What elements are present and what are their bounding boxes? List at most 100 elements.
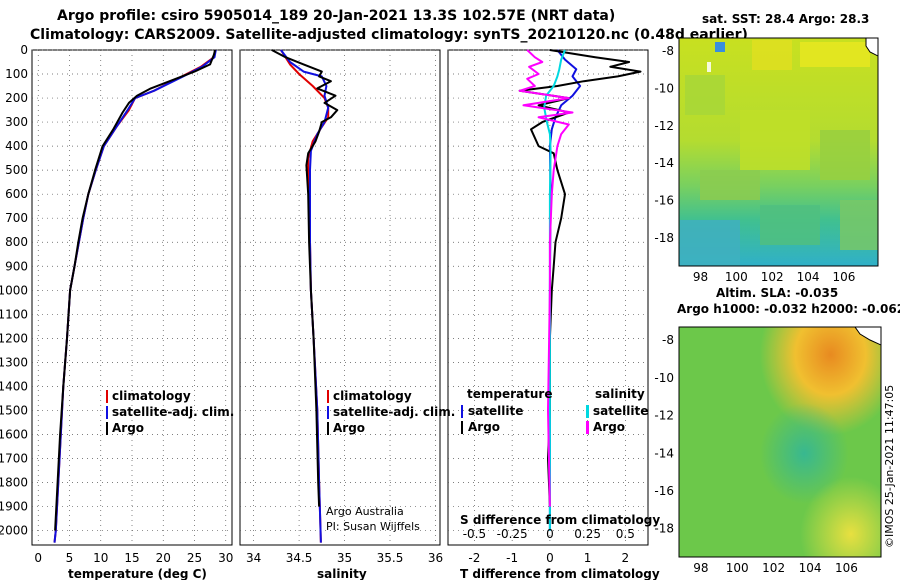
legend-swatch-s-argo — [586, 421, 589, 434]
temperature-axis-label: temperature (deg C) — [68, 567, 207, 580]
map-lon-label: 100 — [726, 561, 749, 575]
sst-map-frame — [678, 37, 879, 267]
sst-patch — [840, 200, 878, 250]
map-lon-label: 106 — [835, 561, 858, 575]
legend-swatch-satellite — [106, 406, 108, 419]
legend-label-satellite: satellite-adj. clim. — [112, 405, 234, 419]
s-difference-tick-label: 0.25 — [574, 527, 601, 541]
legend-swatch-climatology — [106, 390, 108, 403]
salinity-legend: climatology satellite-adj. clim. Argo Ar… — [326, 389, 455, 533]
map-lat-label: -18 — [654, 522, 674, 536]
series-line-argo — [54, 49, 217, 531]
series-line-argo — [271, 49, 339, 507]
map-lon-label: 98 — [693, 270, 708, 284]
sst-field-patches — [680, 40, 878, 266]
depth-tick-label: 100 — [5, 67, 28, 81]
map-lat-label: -18 — [654, 231, 674, 245]
sla-map-title: Altim. SLA: -0.035 — [716, 286, 838, 300]
depth-tick-label: 700 — [5, 211, 28, 225]
legend-swatch-climatology — [327, 390, 329, 403]
map-lat-label: -14 — [654, 156, 674, 170]
map-lat-label: -10 — [654, 371, 674, 385]
x-tick-label: 0 — [34, 551, 42, 565]
sla-map — [679, 327, 881, 557]
depth-tick-label: 1900 — [0, 500, 28, 514]
x-tick-label: 15 — [124, 551, 139, 565]
legend-label-climatology: climatology — [333, 389, 412, 403]
x-tick-label: 34 — [246, 551, 261, 565]
x-tick-label: 36 — [428, 551, 443, 565]
x-tick-label: 10 — [93, 551, 108, 565]
depth-tick-label: 1600 — [0, 427, 28, 441]
sst-patch — [707, 62, 711, 72]
legend-title-salinity: salinity — [595, 387, 645, 401]
x-tick-label: 2 — [622, 551, 630, 565]
depth-tick-label: 500 — [5, 163, 28, 177]
depth-tick-label: 800 — [5, 235, 28, 249]
depth-tick-label: 400 — [5, 139, 28, 153]
salinity-axis-label: salinity — [317, 567, 367, 580]
depth-tick-label: 0 — [20, 43, 28, 57]
sst-patch — [752, 40, 792, 70]
credit-pi: PI: Susan Wijffels — [326, 520, 420, 533]
x-tick-label: 5 — [66, 551, 74, 565]
s-difference-axis-label: S difference from climatology — [460, 513, 660, 527]
x-tick-label: 20 — [156, 551, 171, 565]
legend-label-climatology: climatology — [112, 389, 191, 403]
legend-label-t-satellite: satellite — [468, 404, 523, 418]
map-lon-label: 104 — [799, 561, 822, 575]
map-lon-label: 104 — [797, 270, 820, 284]
x-tick-label: 35 — [337, 551, 352, 565]
sst-map-title: sat. SST: 28.4 Argo: 28.3 — [702, 12, 869, 26]
map-lat-label: -12 — [654, 119, 674, 133]
x-tick-label: 0 — [546, 551, 554, 565]
depth-tick-label: 1000 — [0, 283, 28, 297]
s-difference-tick-label: 0 — [546, 527, 554, 541]
legend-label-satellite: satellite-adj. clim. — [333, 405, 455, 419]
legend-swatch-t-argo — [461, 421, 463, 434]
depth-tick-label: 1700 — [0, 451, 28, 465]
depth-tick-label: 300 — [5, 115, 28, 129]
depth-tick-label: 1400 — [0, 379, 28, 393]
legend-title-temperature: temperature — [467, 387, 552, 401]
legend-swatch-t-satellite — [461, 405, 463, 418]
legend-swatch-argo — [327, 422, 329, 435]
x-tick-label: 1 — [584, 551, 592, 565]
temperature-legend: climatology satellite-adj. clim. Argo — [106, 389, 234, 435]
x-tick-label: 35.5 — [377, 551, 404, 565]
map-lat-label: -8 — [662, 333, 674, 347]
imos-credit: ©IMOS 25-Jan-2021 11:47:05 — [883, 385, 896, 548]
depth-tick-label: 600 — [5, 187, 28, 201]
map-lat-label: -12 — [654, 409, 674, 423]
sla-map-subtitle: Argo h1000: -0.032 h2000: -0.062 — [677, 302, 900, 316]
map-lat-label: -14 — [654, 446, 674, 460]
map-lat-label: -8 — [662, 44, 674, 58]
map-lon-label: 102 — [761, 270, 784, 284]
sst-patch — [760, 205, 820, 245]
sla-overlay-yellow — [679, 327, 881, 557]
depth-tick-label: 1200 — [0, 331, 28, 345]
series-line-satellite-adj-clim- — [53, 49, 217, 543]
depth-tick-label: 1800 — [0, 476, 28, 490]
sst-patch — [740, 110, 810, 170]
x-tick-label: -1 — [506, 551, 518, 565]
t-difference-axis-label: T difference from climatology — [460, 567, 660, 580]
x-tick-label: 25 — [187, 551, 202, 565]
legend-label-s-satellite: satellite — [593, 404, 648, 418]
depth-tick-label: 2000 — [0, 524, 28, 538]
s-difference-tick-label: 0.5 — [616, 527, 635, 541]
grid-layer — [32, 49, 648, 545]
legend-label-s-argo: Argo — [593, 420, 625, 434]
depth-tick-label: 1300 — [0, 355, 28, 369]
salinity-panel — [239, 49, 441, 546]
x-tick-label: 34.5 — [286, 551, 313, 565]
map-lon-label: 106 — [832, 270, 855, 284]
legend-swatch-satellite — [327, 406, 329, 419]
legend-label-argo: Argo — [112, 421, 144, 435]
sst-land — [865, 38, 878, 57]
map-lat-label: -16 — [654, 484, 674, 498]
legend-label-argo: Argo — [333, 421, 365, 435]
s-difference-tick-label: -0.5 — [463, 527, 486, 541]
x-tick-label: -2 — [468, 551, 480, 565]
